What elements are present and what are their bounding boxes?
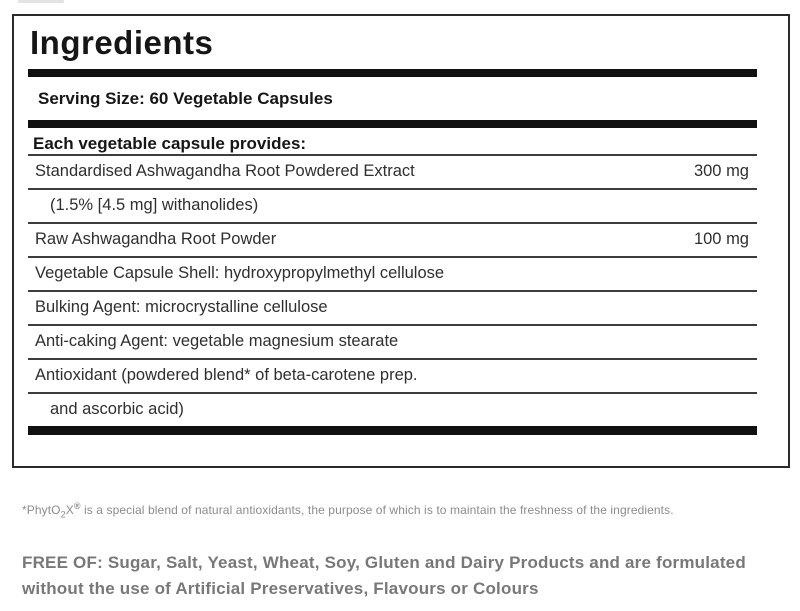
ingredient-name: Standardised Ashwagandha Root Powdered E…	[35, 162, 415, 180]
free-of-statement: FREE OF: Sugar, Salt, Yeast, Wheat, Soy,…	[22, 550, 782, 602]
serving-size-text: Serving Size: 60 Vegetable Capsules	[38, 89, 333, 108]
registered-trademark-symbol: ®	[73, 501, 81, 511]
divider-thick-top	[28, 69, 757, 77]
ingredient-name: Antioxidant (powdered blend* of beta-car…	[35, 366, 418, 384]
ingredients-panel: Ingredients Serving Size: 60 Vegetable C…	[12, 14, 790, 468]
provides-header: Each vegetable capsule provides:	[33, 134, 307, 153]
free-of-line2: without the use of Artificial Preservati…	[22, 579, 539, 598]
ingredient-name: Bulking Agent: microcrystalline cellulos…	[35, 298, 328, 316]
footnote-subscript: 2	[60, 509, 66, 520]
divider-thick-middle	[28, 120, 757, 128]
table-row: (1.5% [4.5 mg] withanolides)	[28, 188, 757, 222]
ingredient-name: and ascorbic acid)	[50, 400, 184, 418]
ingredient-amount: 300 mg	[693, 162, 749, 180]
footnote-rest: is a special blend of natural antioxidan…	[80, 503, 674, 517]
table-row: and ascorbic acid)	[28, 392, 757, 426]
ingredient-name: Anti-caking Agent: vegetable magnesium s…	[35, 332, 399, 350]
phyto2x-footnote: *PhytO2X® is a special blend of natural …	[22, 499, 784, 522]
table-row: Raw Ashwagandha Root Powder 100 mg	[28, 222, 757, 256]
divider-thick-bottom	[28, 426, 757, 435]
free-of-line1: FREE OF: Sugar, Salt, Yeast, Wheat, Soy,…	[22, 553, 746, 572]
ingredient-name: Raw Ashwagandha Root Powder	[35, 230, 277, 248]
panel-title: Ingredients	[30, 24, 214, 61]
table-row: Standardised Ashwagandha Root Powdered E…	[28, 154, 757, 188]
footnote-mid: X	[65, 503, 74, 517]
table-row: Antioxidant (powdered blend* of beta-car…	[28, 358, 757, 392]
table-row: Vegetable Capsule Shell: hydroxypropylme…	[28, 256, 757, 290]
ingredient-name: Vegetable Capsule Shell: hydroxypropylme…	[35, 264, 445, 282]
table-row: Bulking Agent: microcrystalline cellulos…	[28, 290, 757, 324]
footnote-lead: *PhytO	[22, 503, 61, 517]
ingredient-amount: 100 mg	[693, 230, 749, 248]
table-row: Anti-caking Agent: vegetable magnesium s…	[28, 324, 757, 358]
ingredient-name: (1.5% [4.5 mg] withanolides)	[50, 196, 259, 214]
scan-crop-artifact	[18, 0, 64, 3]
